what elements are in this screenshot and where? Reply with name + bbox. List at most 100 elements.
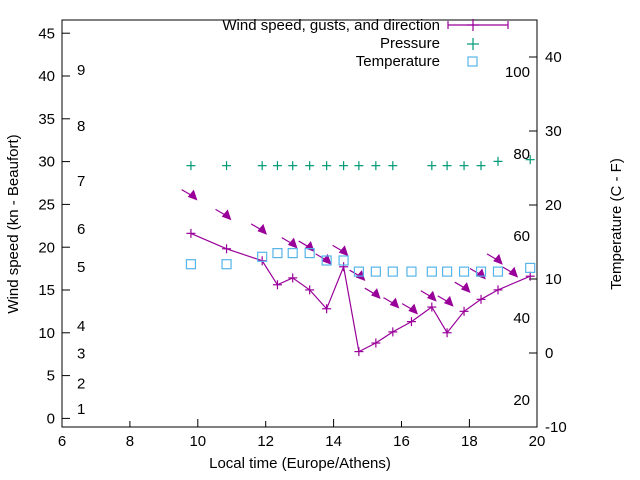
y-left-beaufort-label: 2 [77, 376, 85, 393]
wind-speed-line [190, 232, 531, 353]
temperature-point [492, 266, 504, 277]
wind-speed-point [525, 271, 535, 281]
temperature-point [525, 262, 536, 273]
pressure-point [476, 161, 486, 171]
wind-speed-point [354, 347, 364, 357]
legend: Wind speed, gusts, and direction Pressur… [222, 17, 509, 70]
wind-direction-arrow [349, 269, 366, 282]
y-right-tick-label: 30 [545, 123, 562, 140]
y-right-fahrenheit-label: 40 [513, 310, 530, 327]
temperature-point [185, 259, 197, 270]
x-axis: 6 8 10 12 14 16 18 20 Local time (Europe… [58, 419, 546, 472]
y-left-tick-label: 45 [38, 25, 55, 42]
wind-direction-arrow [215, 208, 232, 221]
pressure-point [305, 161, 315, 171]
temperature-point [221, 259, 232, 270]
x-axis-label: Local time (Europe/Athens) [209, 455, 391, 472]
y-right-axis-label: Temperature (C - F) [608, 158, 625, 290]
wind-speed-point [305, 285, 315, 295]
y-left-beaufort-label: 3 [77, 346, 85, 363]
wind-direction-arrow [401, 303, 418, 315]
temperature-point [272, 248, 283, 259]
y-left-tick-label: 20 [38, 239, 55, 256]
y-left-tick-label: 5 [47, 368, 55, 385]
pressure-point [354, 161, 364, 171]
x-tick-marks [61, 419, 538, 427]
y-left-tick-label: 40 [38, 68, 55, 85]
temperature-point [387, 266, 398, 277]
y-left-beaufort-label: 4 [77, 318, 85, 335]
pressure-point [288, 161, 298, 171]
pressure-point [493, 156, 503, 166]
pressure-point [388, 161, 398, 171]
legend-label-pressure: Pressure [380, 35, 440, 52]
pressure-point [459, 161, 469, 171]
legend-marker-temperature [467, 56, 478, 67]
wind-speed-point [476, 294, 486, 304]
y-right-tick-label: -10 [545, 419, 567, 436]
wind-direction-arrow [332, 244, 349, 257]
y-right-tick-marks [529, 56, 537, 428]
temperature-point [353, 266, 364, 277]
y-right-fahrenheit-label: 60 [513, 228, 530, 245]
temperature-point [304, 248, 315, 259]
wind-speed-point [388, 327, 398, 337]
x-tick-label: 14 [325, 433, 342, 450]
wind-speed-point [427, 302, 437, 312]
y-axis-left: 0 5 10 15 20 25 30 35 40 45 1 2 3 4 5 6 … [5, 25, 85, 427]
y-left-beaufort-label: 7 [77, 173, 85, 190]
temperature-point [338, 255, 349, 266]
pressure-point [525, 155, 535, 165]
wind-direction-arrow [420, 290, 437, 302]
wind-direction-arrow [501, 266, 519, 278]
legend-label-temperature: Temperature [356, 53, 440, 70]
pressure-point [186, 161, 196, 171]
wind-speed-point [493, 285, 503, 295]
pressure-point [371, 161, 381, 171]
pressure-point [322, 161, 332, 171]
wind-speed-point [222, 244, 232, 254]
wind-speed-point [459, 306, 469, 316]
legend-marker-wind [447, 19, 509, 31]
y-right-tick-label: 20 [545, 197, 562, 214]
pressure-point [442, 161, 452, 171]
legend-label-wind: Wind speed, gusts, and direction [222, 17, 440, 34]
y-right-fahrenheit-label: 100 [505, 64, 530, 81]
y-left-beaufort-label: 1 [77, 401, 85, 418]
x-tick-label: 18 [461, 433, 478, 450]
wind-speed-point [406, 317, 416, 327]
temperature-point [475, 266, 487, 277]
wind-direction-arrow [469, 267, 486, 280]
y-left-tick-marks [62, 32, 70, 419]
y-right-tick-label: 40 [545, 49, 562, 66]
y-left-tick-label: 25 [38, 197, 55, 214]
wind-direction-arrow [437, 295, 454, 307]
pressure-point [427, 161, 437, 171]
wind-speed-point [272, 280, 282, 290]
y-left-tick-label: 15 [38, 282, 55, 299]
wind-direction-arrow [281, 237, 298, 249]
wind-direction-arrow [250, 223, 267, 235]
x-tick-label: 20 [529, 433, 546, 450]
y-left-tick-label: 0 [47, 411, 55, 428]
temperature-point [321, 255, 332, 266]
x-tick-label: 8 [126, 433, 134, 450]
x-tick-label: 6 [58, 433, 66, 450]
pressure-point [272, 161, 282, 171]
wind-speed-point [442, 328, 452, 338]
y-left-beaufort-label: 8 [77, 118, 85, 135]
temperature-point [426, 266, 437, 277]
pressure-point [257, 161, 267, 171]
legend-marker-pressure [467, 38, 479, 50]
y-left-beaufort-label: 9 [77, 62, 85, 79]
wind-direction-arrow [298, 240, 315, 252]
wind-speed-point [322, 304, 332, 314]
y-left-beaufort-label: 5 [77, 259, 85, 276]
plot-frame [61, 19, 538, 428]
y-left-tick-label: 35 [38, 111, 55, 128]
wind-speed-point [339, 262, 349, 272]
y-right-tick-label: 10 [545, 271, 562, 288]
wind-direction-arrow [454, 281, 471, 294]
